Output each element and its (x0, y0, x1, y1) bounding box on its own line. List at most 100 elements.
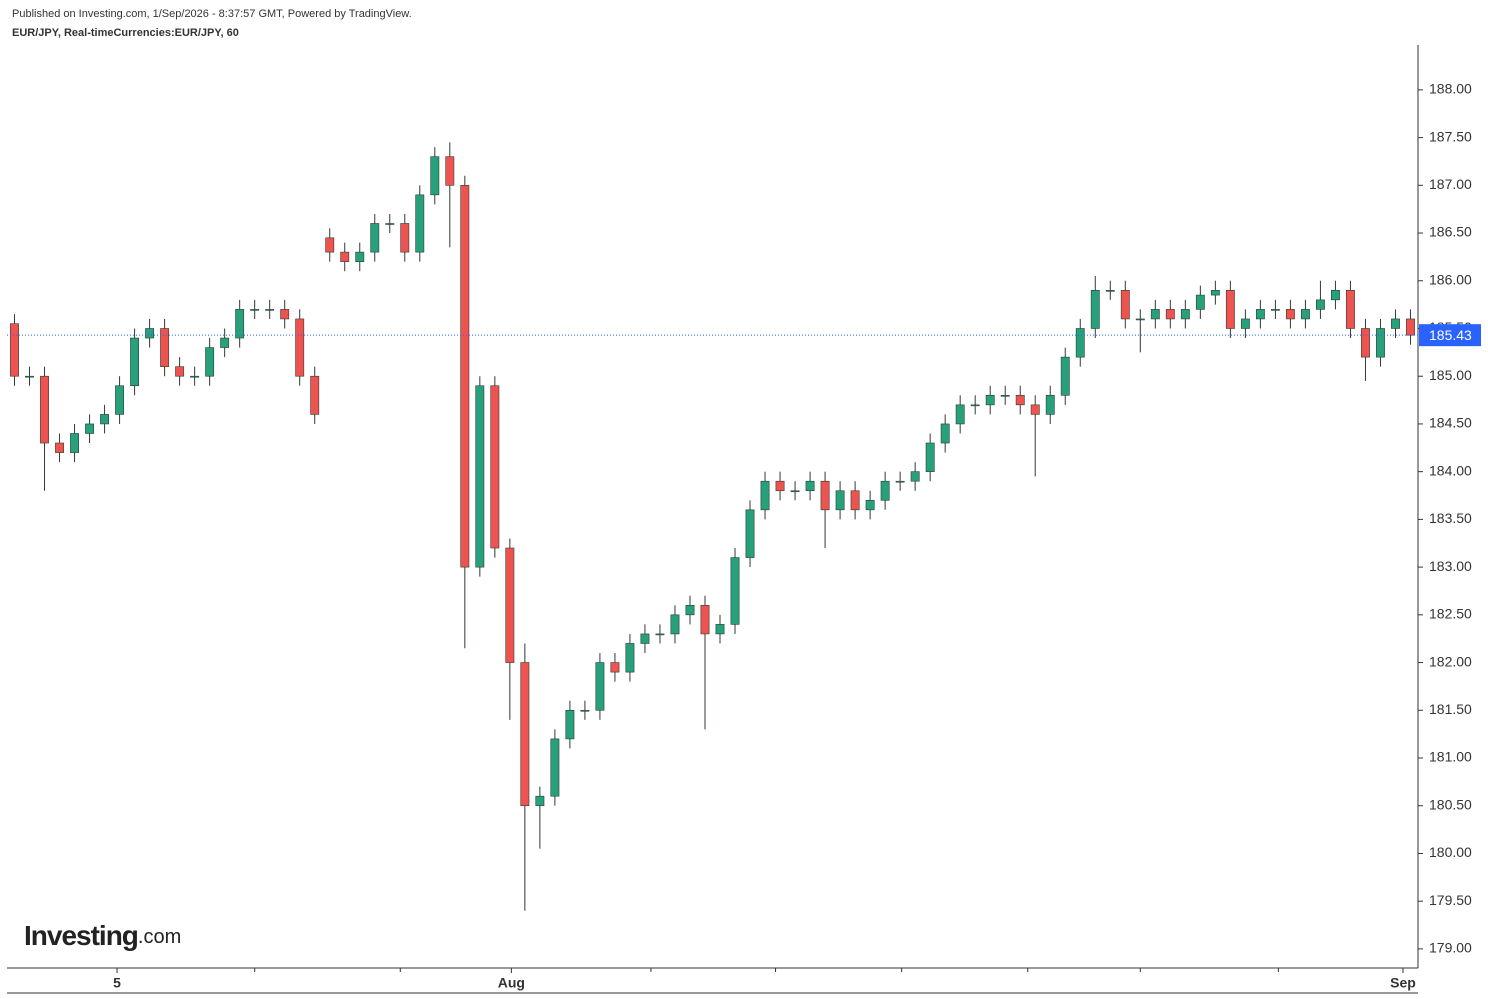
candle-body (130, 337, 140, 387)
candle-body (1180, 309, 1190, 320)
candle-body (325, 237, 335, 253)
candle-body (1090, 290, 1100, 329)
candle-body (55, 442, 64, 453)
y-tick-label: 179.50 (1429, 892, 1472, 908)
y-tick-label: 182.50 (1429, 606, 1472, 622)
candle-body (505, 547, 515, 663)
y-tick-label: 181.50 (1429, 701, 1472, 717)
candle-body (985, 395, 995, 406)
candle-body (1240, 318, 1250, 329)
candle-body (715, 624, 725, 635)
candle-body (955, 404, 965, 425)
y-tick-label: 184.00 (1429, 462, 1472, 478)
candle-body (1105, 290, 1115, 292)
candle-body (1195, 294, 1205, 310)
candle-body (565, 709, 575, 740)
candle-body (1391, 318, 1400, 329)
y-tick-label: 185.00 (1429, 367, 1472, 383)
candle-body (445, 156, 455, 186)
y-tick-label: 186.00 (1429, 271, 1472, 287)
candle-body (925, 442, 935, 472)
y-tick-label: 180.00 (1429, 844, 1472, 860)
candle-body (700, 604, 710, 635)
y-tick-label: 186.50 (1429, 224, 1472, 240)
candle-body (580, 709, 590, 712)
candle-body (265, 309, 275, 311)
candle-body (415, 194, 425, 253)
candle-body (25, 375, 34, 378)
candle-body (370, 223, 380, 253)
y-tick-label: 184.50 (1429, 415, 1472, 431)
candle-body (295, 318, 305, 377)
candle-body (625, 643, 635, 673)
candle-body (940, 423, 950, 444)
candle-body (850, 490, 860, 511)
candle-body (640, 633, 650, 644)
candle-body (790, 490, 800, 493)
chart-subtitle: Published on Investing.com, 1/Sep/2026 -… (12, 8, 412, 20)
x-tick-label: 5 (113, 975, 121, 991)
candle-body (250, 309, 260, 311)
candle-body (10, 323, 19, 377)
candle-body (160, 328, 170, 367)
candle-body (1285, 309, 1295, 320)
candle-body (685, 604, 695, 616)
candle-body (865, 499, 875, 511)
candle-body (340, 251, 350, 262)
y-tick-label: 187.00 (1429, 176, 1472, 192)
candle-body (1361, 328, 1370, 358)
logo-suffix: .com (138, 926, 181, 948)
candle-body (1075, 328, 1085, 358)
candle-body (1406, 318, 1415, 336)
candle-body (1015, 395, 1025, 406)
candle-body (220, 337, 230, 348)
candle-body (175, 366, 185, 377)
candle-body (1255, 309, 1265, 320)
candle-body (835, 490, 845, 511)
candle-body (820, 480, 830, 511)
candle-body (460, 185, 470, 568)
candle-body (100, 414, 109, 425)
candle-body (1316, 299, 1325, 310)
candle-body (40, 375, 49, 444)
candle-body (310, 375, 320, 415)
x-tick-label: Aug (498, 975, 525, 991)
candle-body (490, 385, 500, 549)
candle-body (520, 662, 530, 807)
candle-body (70, 433, 79, 453)
candle-body (745, 509, 755, 558)
candle-body (655, 633, 665, 636)
candle-body (1300, 309, 1310, 320)
candle-body (730, 557, 740, 625)
candle-body (595, 662, 605, 711)
candle-body (85, 423, 94, 434)
candle-body (1030, 404, 1040, 415)
candle-body (1135, 318, 1145, 321)
y-tick-label: 182.00 (1429, 653, 1472, 669)
last-price-box (1419, 324, 1481, 347)
candle-body (1165, 309, 1175, 320)
y-tick-label: 183.00 (1429, 558, 1472, 574)
y-tick-label: 183.50 (1429, 510, 1472, 526)
candle-body (1045, 395, 1055, 415)
candle-body (1270, 309, 1280, 311)
chart-title: EUR/JPY, Real-timeCurrencies:EUR/JPY, 60 (12, 27, 239, 39)
candle-body (970, 404, 980, 407)
candle-body (535, 795, 545, 807)
candle-body (1225, 290, 1235, 329)
candle-body (670, 614, 680, 635)
candle-body (115, 385, 125, 415)
y-tick-label: 188.00 (1429, 81, 1472, 97)
candle-body (400, 223, 410, 253)
candle-body (145, 328, 155, 339)
candle-body (805, 480, 815, 492)
y-tick-label: 181.00 (1429, 749, 1472, 765)
y-tick-label: 180.50 (1429, 796, 1472, 812)
last-price-label: 185.43 (1429, 327, 1472, 343)
candle-body (550, 738, 560, 797)
candle-body (355, 251, 365, 262)
candle-body (775, 480, 785, 492)
candle-body (385, 223, 395, 225)
candle-body (475, 385, 485, 568)
